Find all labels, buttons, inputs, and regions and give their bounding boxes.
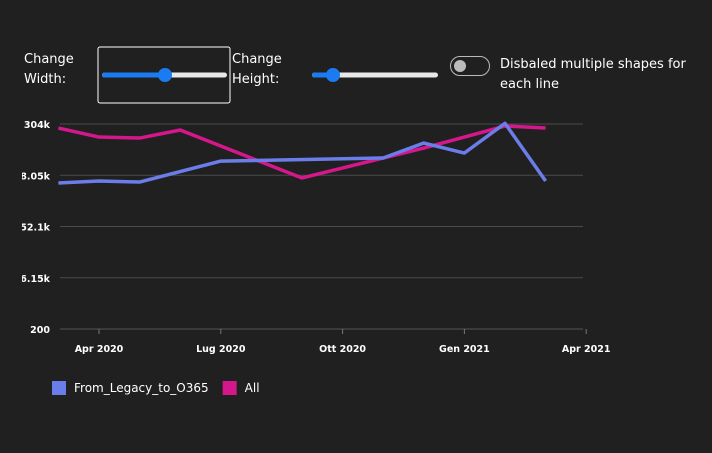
label-line: Height:: [232, 72, 279, 87]
x-tick-label: Apr 2021: [562, 344, 611, 355]
toggle-knob: [454, 60, 466, 72]
height-label-text: Change: [232, 52, 282, 67]
x-tick-label: Gen 2021: [439, 344, 490, 355]
x-tick-label: Lug 2020: [196, 344, 246, 355]
toggle[interactable]: [450, 56, 490, 76]
width-label: Change Width:: [24, 52, 74, 87]
width-slider-thumb[interactable]: [158, 68, 172, 82]
y-tick-label: 200: [30, 325, 50, 336]
y-tick-label: 228.05k: [7, 171, 51, 182]
height-slider-thumb[interactable]: [326, 68, 340, 82]
width-slider-fill: [102, 72, 165, 78]
line: [58, 121, 548, 185]
y-labels: 200 76.15k 152.1k 228.05k 304k: [7, 120, 51, 336]
x-tick-label: Apr 2020: [75, 344, 124, 355]
height-slider-track: [312, 72, 438, 78]
legend-swatch: [52, 381, 66, 395]
legend-label: All: [245, 381, 260, 395]
line: [58, 124, 546, 180]
x-tick-label: Ott 2020: [319, 344, 366, 355]
label-line: Width:: [24, 72, 66, 87]
legend-label: From_Legacy_to_O365: [74, 381, 209, 395]
y-tick-label: 76.15k: [14, 274, 51, 285]
y-tick-label: 152.1k: [14, 223, 51, 234]
y-tick-label: 304k: [24, 120, 51, 131]
toggle-label: Disbaled multiple shapes for each line: [500, 57, 686, 92]
height-label: Change Height:: [232, 52, 282, 87]
toggle-label-box: Disbaled multiple shapes for each line: [500, 57, 686, 92]
width-label-text: Change: [24, 52, 74, 67]
width-slider-box[interactable]: [97, 46, 231, 104]
legend-swatch: [222, 381, 237, 395]
